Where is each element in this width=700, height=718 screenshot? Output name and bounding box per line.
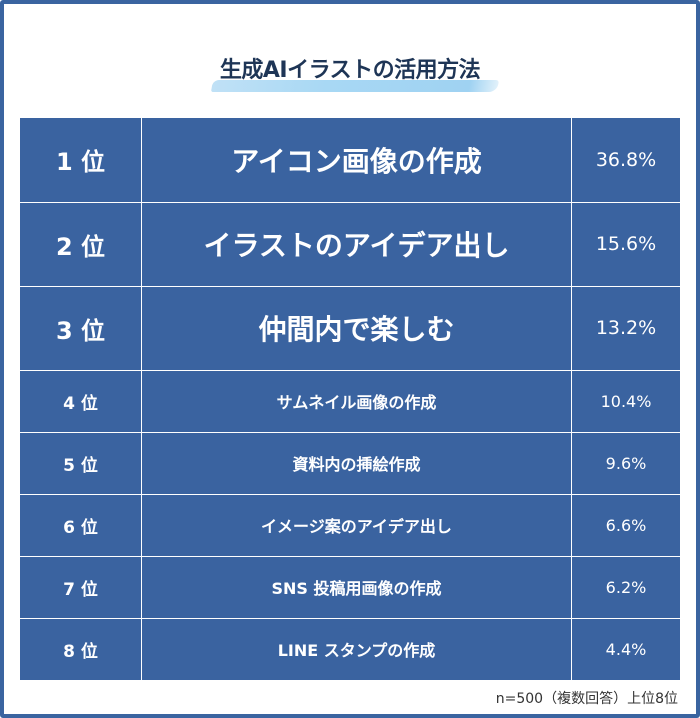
item-cell: SNS 投稿用画像の作成 [141,555,572,619]
item-cell: サムネイル画像の作成 [141,369,572,433]
table-row: 5 位資料内の挿絵作成 9.6% [20,431,680,495]
title-text: 生成AIイラストの活用方法 [219,58,481,83]
rank-cell: 7 位 [20,555,142,619]
percent-cell: 15.6% [571,201,680,287]
percent-cell: 6.2% [571,555,680,619]
table-row: 3 位仲間内で楽しむ 13.2% [20,285,680,371]
percent-cell: 10.4% [571,369,680,433]
rank-cell: 6 位 [20,493,142,557]
footnote: n=500（複数回答）上位8位 [495,691,678,707]
table-row: 7 位 SNS 投稿用画像の作成 6.2% [20,555,680,619]
item-cell: LINE スタンプの作成 [141,617,572,680]
table-row: 4 位サムネイル画像の作成 10.4% [20,369,680,433]
rank-cell: 8 位 [20,617,142,680]
rank-cell: 4 位 [20,369,142,433]
rank-cell: 1 位 [20,118,142,203]
table-row: 6 位イメージ案のアイデア出し 6.6% [20,493,680,557]
percent-cell: 6.6% [571,493,680,557]
table-row: 8 位 LINE スタンプの作成 4.4% [20,617,680,680]
rank-cell: 2 位 [20,201,142,287]
item-cell: 資料内の挿絵作成 [141,431,572,495]
percent-cell: 13.2% [571,285,680,371]
percent-cell: 9.6% [571,431,680,495]
rank-cell: 5 位 [20,431,142,495]
table-row: 1 位アイコン画像の作成 36.8% [20,118,680,203]
rank-cell: 3 位 [20,285,142,371]
ranking-table: 1 位アイコン画像の作成 36.8% 2 位イラストのアイデア出し 15.6% 3 位仲… [20,118,680,680]
table-row: 2 位イラストのアイデア出し 15.6% [20,201,680,287]
item-cell: イメージ案のアイデア出し [141,493,572,557]
item-cell: アイコン画像の作成 [141,118,572,203]
title-area: 生成AIイラストの活用方法 [0,52,700,92]
percent-cell: 36.8% [571,118,680,203]
item-cell: 仲間内で楽しむ [141,285,572,371]
percent-cell: 4.4% [571,617,680,680]
item-cell: イラストのアイデア出し [141,201,572,287]
page-title: 生成AIイラストの活用方法 [210,52,500,92]
